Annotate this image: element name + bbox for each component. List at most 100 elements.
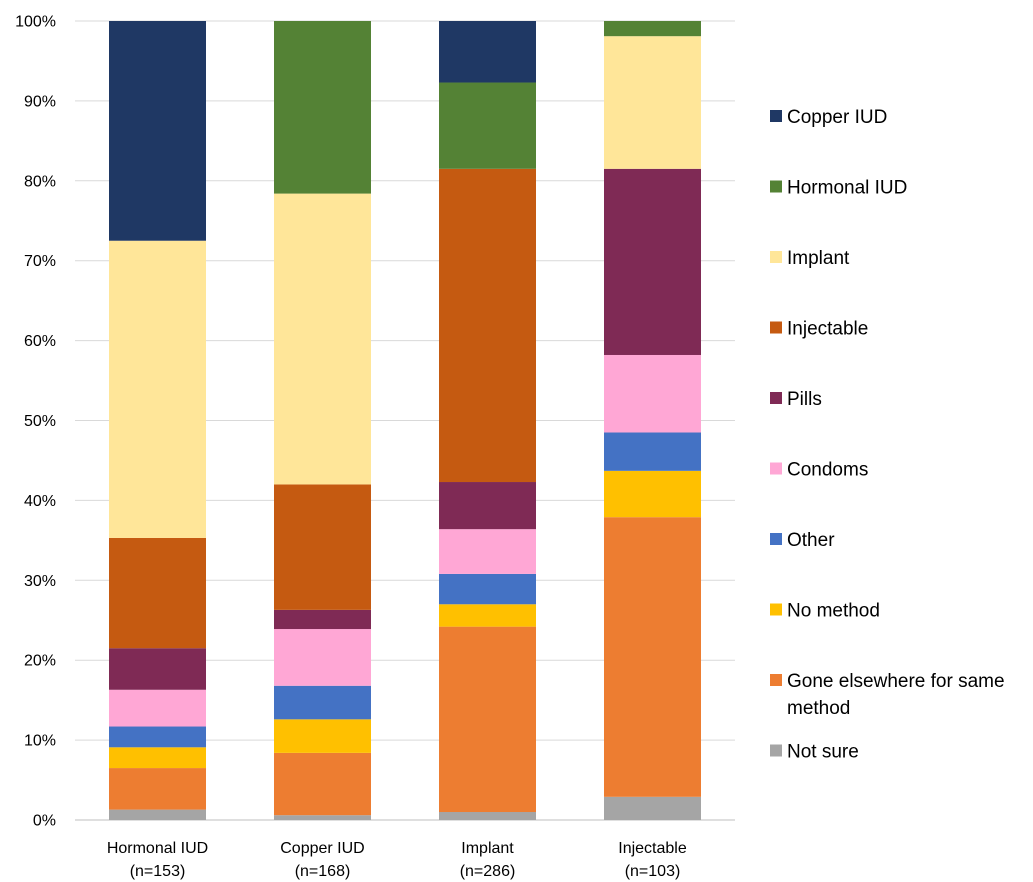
bar-segment — [604, 21, 701, 37]
bar-segment — [604, 796, 701, 820]
y-tick-label: 70% — [24, 253, 56, 270]
bar-segment — [439, 82, 536, 169]
legend-label: Implant — [787, 248, 850, 269]
bar-segment — [274, 609, 371, 630]
x-axis-category-labels: Hormonal IUD (n=153) Copper IUD (n=168) Impl… — [107, 840, 687, 880]
y-tick-label: 10% — [24, 733, 56, 750]
y-tick-label: 100% — [15, 14, 56, 31]
legend-label-line: No method — [787, 601, 880, 622]
bar-segment — [274, 629, 371, 686]
legend-label: No method — [787, 601, 880, 622]
bar-segment — [274, 21, 371, 194]
legend-item: Other — [770, 530, 835, 551]
bar-segment — [274, 815, 371, 820]
bar-segment — [439, 482, 536, 530]
bar-segment — [439, 626, 536, 813]
bar-segment — [604, 36, 701, 169]
x-category-label-line: Copper IUD — [280, 840, 364, 857]
bar-segment — [604, 168, 701, 355]
x-category-label-line: Implant — [461, 840, 514, 857]
legend-item: No method — [770, 601, 880, 622]
bar-segment — [439, 573, 536, 605]
legend-swatch — [770, 110, 782, 122]
y-tick-label: 0% — [33, 813, 56, 830]
bar-segment — [274, 193, 371, 485]
x-category-label: Hormonal IUD (n=153) — [107, 840, 208, 880]
legend-item: Injectable — [770, 319, 868, 340]
bar-stack — [439, 21, 536, 820]
legend-swatch — [770, 251, 782, 263]
bar-segment — [274, 484, 371, 610]
legend-label: Condoms — [787, 460, 868, 481]
legend-swatch — [770, 392, 782, 404]
legend-label: Other — [787, 530, 835, 551]
legend-swatch — [770, 603, 782, 616]
bar-segment — [109, 726, 206, 748]
y-tick-label: 40% — [24, 493, 56, 510]
legend-swatch — [770, 462, 782, 475]
bar-segment — [109, 747, 206, 769]
legend-label: Hormonal IUD — [787, 178, 907, 199]
y-tick-label: 30% — [24, 573, 56, 590]
y-tick-label: 80% — [24, 173, 56, 190]
legend-label: Gone elsewhere for same method — [787, 671, 1005, 719]
legend-label-line: Not sure — [787, 742, 859, 763]
legend-label: Copper IUD — [787, 107, 887, 128]
bar-segment — [109, 809, 206, 820]
legend-label-line: Gone elsewhere for same — [787, 671, 1005, 692]
legend-label-line: Copper IUD — [787, 107, 887, 128]
legend-item: Hormonal IUD — [770, 178, 907, 199]
x-category-label: Injectable (n=103) — [618, 840, 687, 880]
bars — [109, 21, 701, 820]
bar-segment — [274, 719, 371, 753]
x-category-label-line: (n=168) — [295, 863, 351, 880]
bar-segment — [604, 517, 701, 797]
x-category-label-line: Hormonal IUD — [107, 840, 208, 857]
bar-segment — [109, 768, 206, 810]
bar-segment — [274, 685, 371, 720]
bar-segment — [439, 812, 536, 820]
legend-item: Gone elsewhere for same method — [770, 671, 1005, 719]
y-tick-label: 60% — [24, 333, 56, 350]
legend-item: Not sure — [770, 742, 859, 763]
legend-swatch — [770, 744, 782, 757]
bar-segment — [109, 537, 206, 649]
bar-stack — [604, 21, 701, 820]
bar-segment — [439, 604, 536, 627]
legend-swatch — [770, 321, 782, 334]
legend-label-line: Other — [787, 530, 835, 551]
legend-label: Injectable — [787, 319, 868, 340]
legend-label-line: Condoms — [787, 460, 868, 481]
y-tick-label: 50% — [24, 413, 56, 430]
y-axis-tick-labels: 0% 10% 20% 30% 40% 50% 60% 70% 80% 90% 100% — [15, 14, 56, 830]
bar-stack — [274, 21, 371, 820]
x-category-label-line: (n=153) — [130, 863, 186, 880]
x-category-label: Implant (n=286) — [460, 840, 516, 880]
bar-segment — [109, 240, 206, 538]
legend-item: Condoms — [770, 460, 868, 481]
bar-segment — [439, 529, 536, 574]
legend-swatch — [770, 533, 782, 545]
bar-segment — [109, 21, 206, 241]
legend-label-line: Pills — [787, 389, 822, 410]
legend-label: Pills — [787, 389, 822, 410]
legend-label-line: Injectable — [787, 319, 868, 340]
y-tick-label: 20% — [24, 653, 56, 670]
bar-segment — [274, 752, 371, 816]
legend-item: Copper IUD — [770, 107, 887, 128]
x-category-label-line: Injectable — [618, 840, 687, 857]
bar-segment — [109, 648, 206, 690]
legend-swatch — [770, 674, 782, 686]
legend-item: Implant — [770, 248, 850, 269]
x-category-label: Copper IUD (n=168) — [280, 840, 364, 880]
y-tick-label: 90% — [24, 93, 56, 110]
legend-label-line: Implant — [787, 248, 850, 269]
legend-swatch — [770, 180, 782, 193]
legend-label-line: method — [787, 698, 850, 719]
bar-segment — [604, 354, 701, 433]
x-category-label-line: (n=103) — [625, 863, 681, 880]
bar-segment — [109, 689, 206, 727]
legend: Copper IUD Hormonal IUD Implant Injectable P… — [770, 107, 1005, 763]
x-category-label-line: (n=286) — [460, 863, 516, 880]
